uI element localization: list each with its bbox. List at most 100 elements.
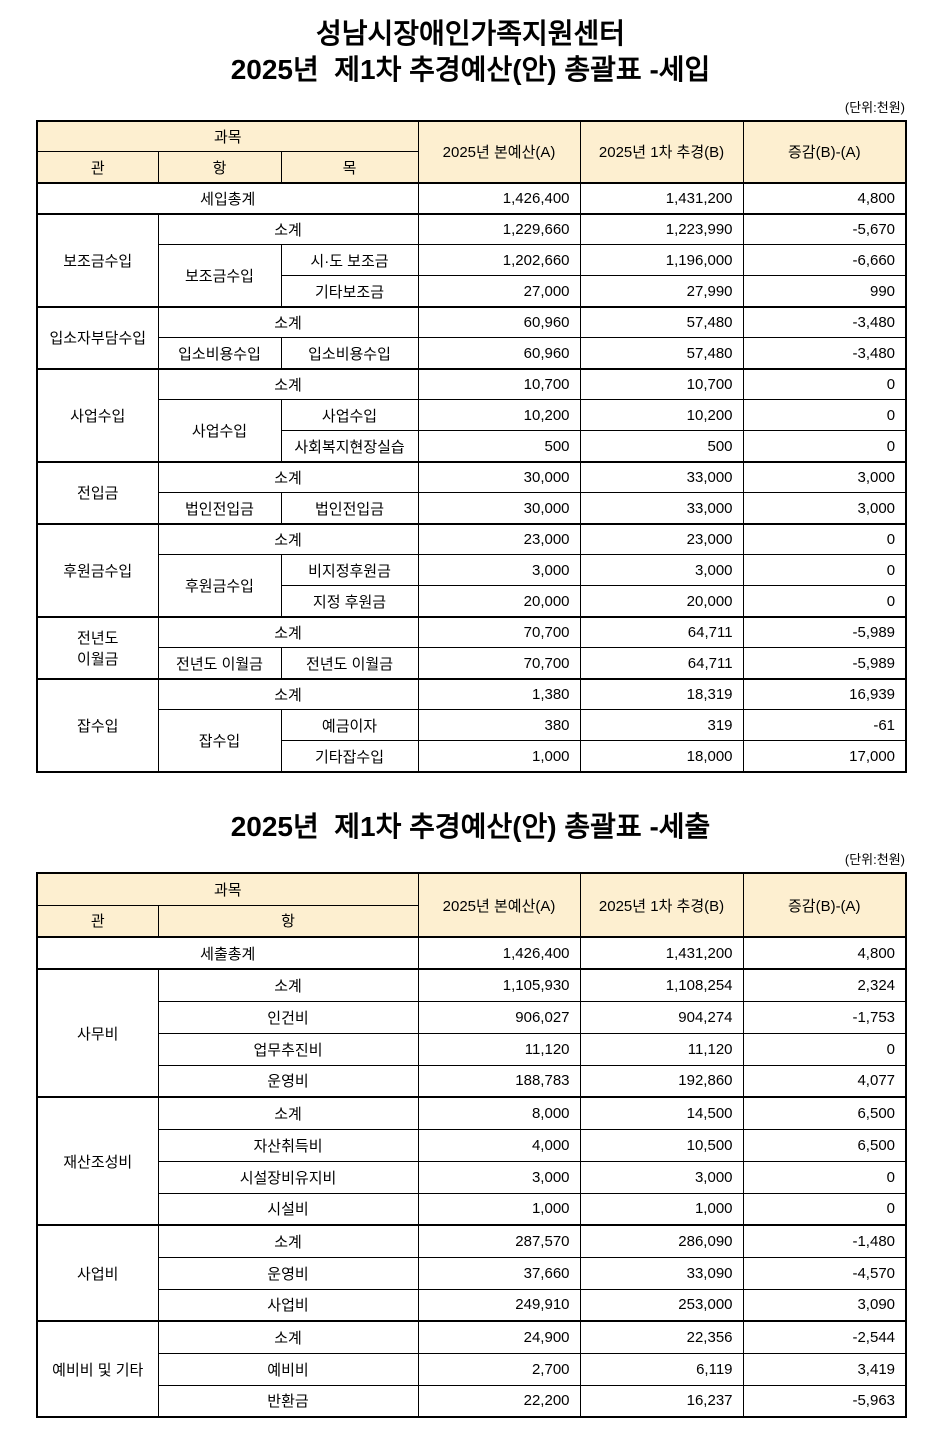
hang-cell: 운영비	[157, 1064, 419, 1099]
header-budget-b: 2025년 1차 추경(B)	[579, 872, 744, 938]
amount-revised: 33,000	[579, 492, 744, 525]
amount-revised: 1,223,990	[579, 212, 744, 246]
amount-diff: -5,963	[742, 1384, 907, 1419]
amount-original: 70,700	[417, 647, 581, 680]
amount-diff: 6,500	[742, 1128, 907, 1162]
table-row: 사업비 249,910 253,000 3,090	[37, 1288, 907, 1323]
amount-original: 4,000	[417, 1128, 581, 1162]
header-diff: 증감(B)-(A)	[742, 872, 907, 938]
amount-original: 10,700	[417, 367, 581, 401]
amount-original: 188,783	[417, 1064, 581, 1099]
table-row: 법인전입금 법인전입금 30,000 33,000 3,000	[37, 492, 907, 525]
amount-original: 1,426,400	[417, 181, 581, 215]
table-row: 전년도 이월금 소계 70,700 64,711 -5,989	[36, 615, 907, 680]
amount-diff: 16,939	[742, 677, 907, 711]
amount-revised: 3,000	[579, 554, 744, 587]
table-row: 지정 후원금 20,000 20,000 0	[37, 585, 907, 618]
amount-diff: -3,480	[742, 305, 907, 339]
subtotal-label: 소계	[157, 615, 419, 649]
amount-diff: 0	[742, 585, 907, 618]
amount-revised: 33,090	[579, 1256, 744, 1290]
header-subject: 과목	[36, 872, 419, 906]
amount-original: 30,000	[417, 492, 581, 525]
table-row: 사무비 소계 1,105,930 1,108,254 2,324	[36, 968, 907, 1098]
amount-original: 30,000	[417, 460, 581, 494]
amount-original: 1,000	[417, 1192, 581, 1227]
amount-diff: -4,570	[742, 1256, 907, 1290]
subtotal-label: 소계	[157, 212, 419, 246]
amount-revised: 192,860	[579, 1064, 744, 1099]
amount-revised: 10,700	[579, 367, 744, 401]
gwan-cell: 예비비 및 기타	[36, 1320, 159, 1418]
amount-revised: 319	[579, 709, 744, 742]
total-label: 세출총계	[36, 936, 419, 971]
amount-original: 249,910	[417, 1288, 581, 1323]
hang-cell: 소계	[157, 1224, 419, 1258]
amount-original: 24,900	[417, 1320, 581, 1354]
amount-original: 1,229,660	[417, 212, 581, 246]
amount-diff: 0	[742, 1160, 907, 1194]
amount-original: 1,426,400	[417, 936, 581, 971]
amount-revised: 18,319	[579, 677, 744, 711]
amount-diff: 0	[742, 430, 907, 463]
amount-diff: -5,989	[742, 615, 907, 649]
amount-diff: -1,753	[742, 1000, 907, 1034]
header-gwan: 관	[36, 904, 159, 939]
subtotal-label: 소계	[157, 367, 419, 401]
mok-cell: 예금이자	[280, 709, 419, 742]
table-row: 시설비 1,000 1,000 0	[37, 1192, 907, 1227]
amount-original: 500	[417, 430, 581, 463]
amount-revised: 3,000	[579, 1160, 744, 1194]
hang-cell: 사업수입	[157, 399, 282, 463]
expenditure-table-title: 2025년 제1차 추경예산(안) 총괄표 -세출	[230, 810, 711, 842]
amount-revised: 500	[579, 430, 744, 463]
mok-cell: 사회복지현장실습	[280, 430, 419, 463]
amount-revised: 16,237	[579, 1384, 744, 1419]
hang-cell: 예비비	[157, 1352, 419, 1386]
subtotal-label: 소계	[157, 460, 419, 494]
table-header-row: 관 항 목	[36, 151, 906, 184]
mok-cell: 시·도 보조금	[280, 244, 419, 277]
table-row: 예비비 및 기타 소계 24,900 22,356 -2,544	[36, 1320, 907, 1418]
title-block: 성남시장애인가족지원센터 2025년 제1차 추경예산(안) 총괄표 -세입	[36, 16, 905, 89]
hang-cell: 시설장비유지비	[157, 1160, 419, 1194]
amount-original: 380	[417, 709, 581, 742]
amount-revised: 57,480	[579, 305, 744, 339]
table-row: 입소자부담수입 소계 60,960 57,480 -3,480	[36, 305, 907, 370]
amount-diff: 2,324	[742, 968, 907, 1002]
amount-diff: 0	[742, 1192, 907, 1227]
table-row: 후원금수입 소계 23,000 23,000 0	[36, 522, 907, 618]
header-mok: 목	[280, 151, 419, 184]
amount-diff: -61	[742, 709, 907, 742]
revenue-table: 과목 2025년 본예산(A) 2025년 1차 추경(B) 증감(B)-(A)…	[36, 119, 908, 773]
revenue-table-title: 2025년 제1차 추경예산(안) 총괄표 -세입	[230, 54, 711, 86]
amount-revised: 904,274	[579, 1000, 744, 1034]
table-row: 반환금 22,200 16,237 -5,963	[37, 1384, 907, 1419]
amount-diff: 4,800	[742, 181, 907, 215]
table-row: 후원금수입 비지정후원금 3,000 3,000 0	[37, 554, 907, 618]
amount-diff: 17,000	[742, 740, 907, 773]
amount-revised: 286,090	[579, 1224, 744, 1258]
amount-original: 906,027	[417, 1000, 581, 1034]
amount-original: 2,700	[417, 1352, 581, 1386]
amount-original: 287,570	[417, 1224, 581, 1258]
table-row: 전년도 이월금 전년도 이월금 70,700 64,711 -5,989	[37, 647, 907, 680]
amount-diff: -5,989	[742, 647, 907, 680]
amount-original: 1,380	[417, 677, 581, 711]
total-row: 세입총계 1,426,400 1,431,200 4,800	[36, 181, 907, 215]
amount-original: 3,000	[417, 1160, 581, 1194]
amount-diff: 3,000	[742, 492, 907, 525]
gwan-cell: 보조금수입	[36, 212, 159, 308]
table-row: 기타보조금 27,000 27,990 990	[37, 275, 907, 308]
amount-revised: 27,990	[579, 275, 744, 308]
amount-revised: 6,119	[579, 1352, 744, 1386]
table-row: 보조금수입 소계 1,229,660 1,223,990 -5,670	[36, 212, 907, 308]
table-row: 잡수입 소계 1,380 18,319 16,939	[36, 677, 907, 773]
table-row: 자산취득비 4,000 10,500 6,500	[37, 1128, 907, 1162]
gwan-cell: 잡수입	[36, 677, 159, 773]
amount-revised: 1,431,200	[579, 936, 744, 971]
table-row: 사회복지현장실습 500 500 0	[37, 430, 907, 463]
amount-revised: 64,711	[579, 647, 744, 680]
mok-cell: 사업수입	[280, 399, 419, 432]
subtotal-label: 소계	[157, 522, 419, 556]
